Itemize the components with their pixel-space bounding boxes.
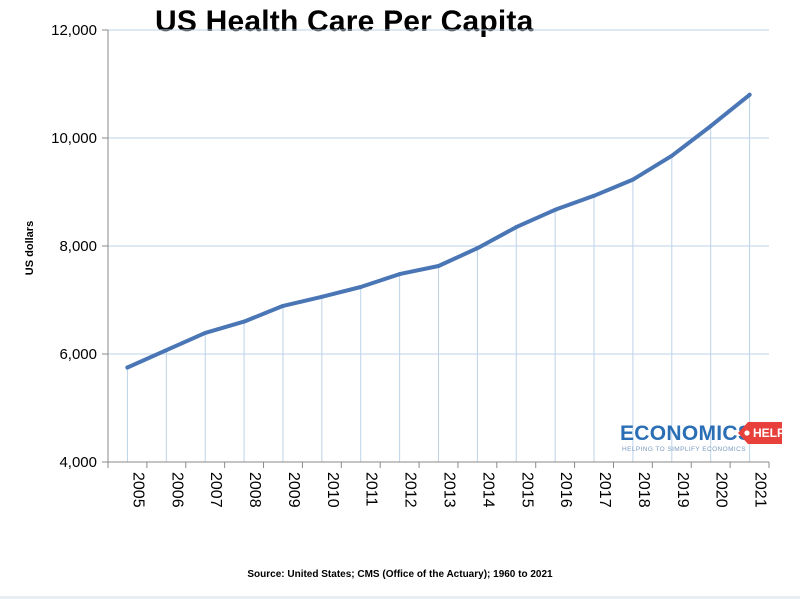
data-point	[203, 330, 208, 335]
data-point	[242, 319, 247, 324]
data-point	[747, 92, 752, 97]
data-point	[280, 303, 285, 308]
x-tick-label: 2008	[246, 472, 263, 508]
grid-layer	[108, 29, 769, 462]
x-tick-label: 2012	[402, 472, 419, 508]
x-tick-label: 2017	[596, 472, 613, 508]
data-point	[553, 207, 558, 212]
x-tick-label: 2016	[557, 472, 574, 508]
x-tick-label: 2013	[441, 472, 458, 508]
x-tick-label: 2018	[635, 472, 652, 508]
data-point	[436, 263, 441, 268]
data-point	[669, 153, 674, 158]
x-tick-label: 2006	[168, 472, 185, 508]
data-point	[319, 294, 324, 299]
x-tick-label: 2009	[285, 472, 302, 508]
data-point	[592, 193, 597, 198]
data-point	[514, 225, 519, 230]
data-point	[708, 124, 713, 129]
x-tick-label: 2007	[207, 472, 224, 508]
y-tick-label: 8,000	[59, 238, 97, 255]
logo-tagline: HELPING TO SIMPLIFY ECONOMICS	[622, 446, 746, 453]
data-point	[630, 177, 635, 182]
logo-word: ECONOMICS	[620, 422, 753, 445]
y-tick-label: 10,000	[51, 130, 97, 147]
y-tick-label: 6,000	[59, 346, 97, 363]
y-tick-label: 4,000	[59, 454, 97, 471]
x-tick-label: 2021	[752, 472, 769, 508]
y-axis-label: US dollars	[24, 221, 36, 275]
footer-divider	[0, 596, 800, 599]
x-tick-label: 2010	[324, 472, 341, 508]
data-point	[164, 348, 169, 353]
chart-title: US Health Care Per Capita	[155, 5, 534, 38]
x-tick-label: 2020	[713, 472, 730, 508]
data-point	[397, 272, 402, 277]
x-tick-label: 2011	[363, 472, 380, 507]
series-layer	[125, 92, 752, 370]
x-tick-label: 2014	[479, 472, 496, 508]
x-tick-label: 2005	[129, 472, 146, 508]
axis-layer: 4,000 6,000 8,000 10,000 12,000 2005 2006 2007 2…	[51, 22, 770, 508]
data-point	[475, 246, 480, 251]
y-tick-label: 12,000	[51, 22, 97, 39]
x-tick-label: 2015	[518, 472, 535, 508]
logo-help-badge-icon	[738, 422, 782, 444]
data-point	[358, 285, 363, 290]
x-tick-label: 2019	[674, 472, 691, 508]
source-note: Source: United States; CMS (Office of th…	[247, 569, 553, 580]
economics-help-logo: ECONOMICS HELP HELPING TO SIMPLIFY ECONO…	[617, 417, 787, 457]
logo-badge-text: HELP	[753, 426, 786, 440]
data-point	[125, 365, 130, 370]
